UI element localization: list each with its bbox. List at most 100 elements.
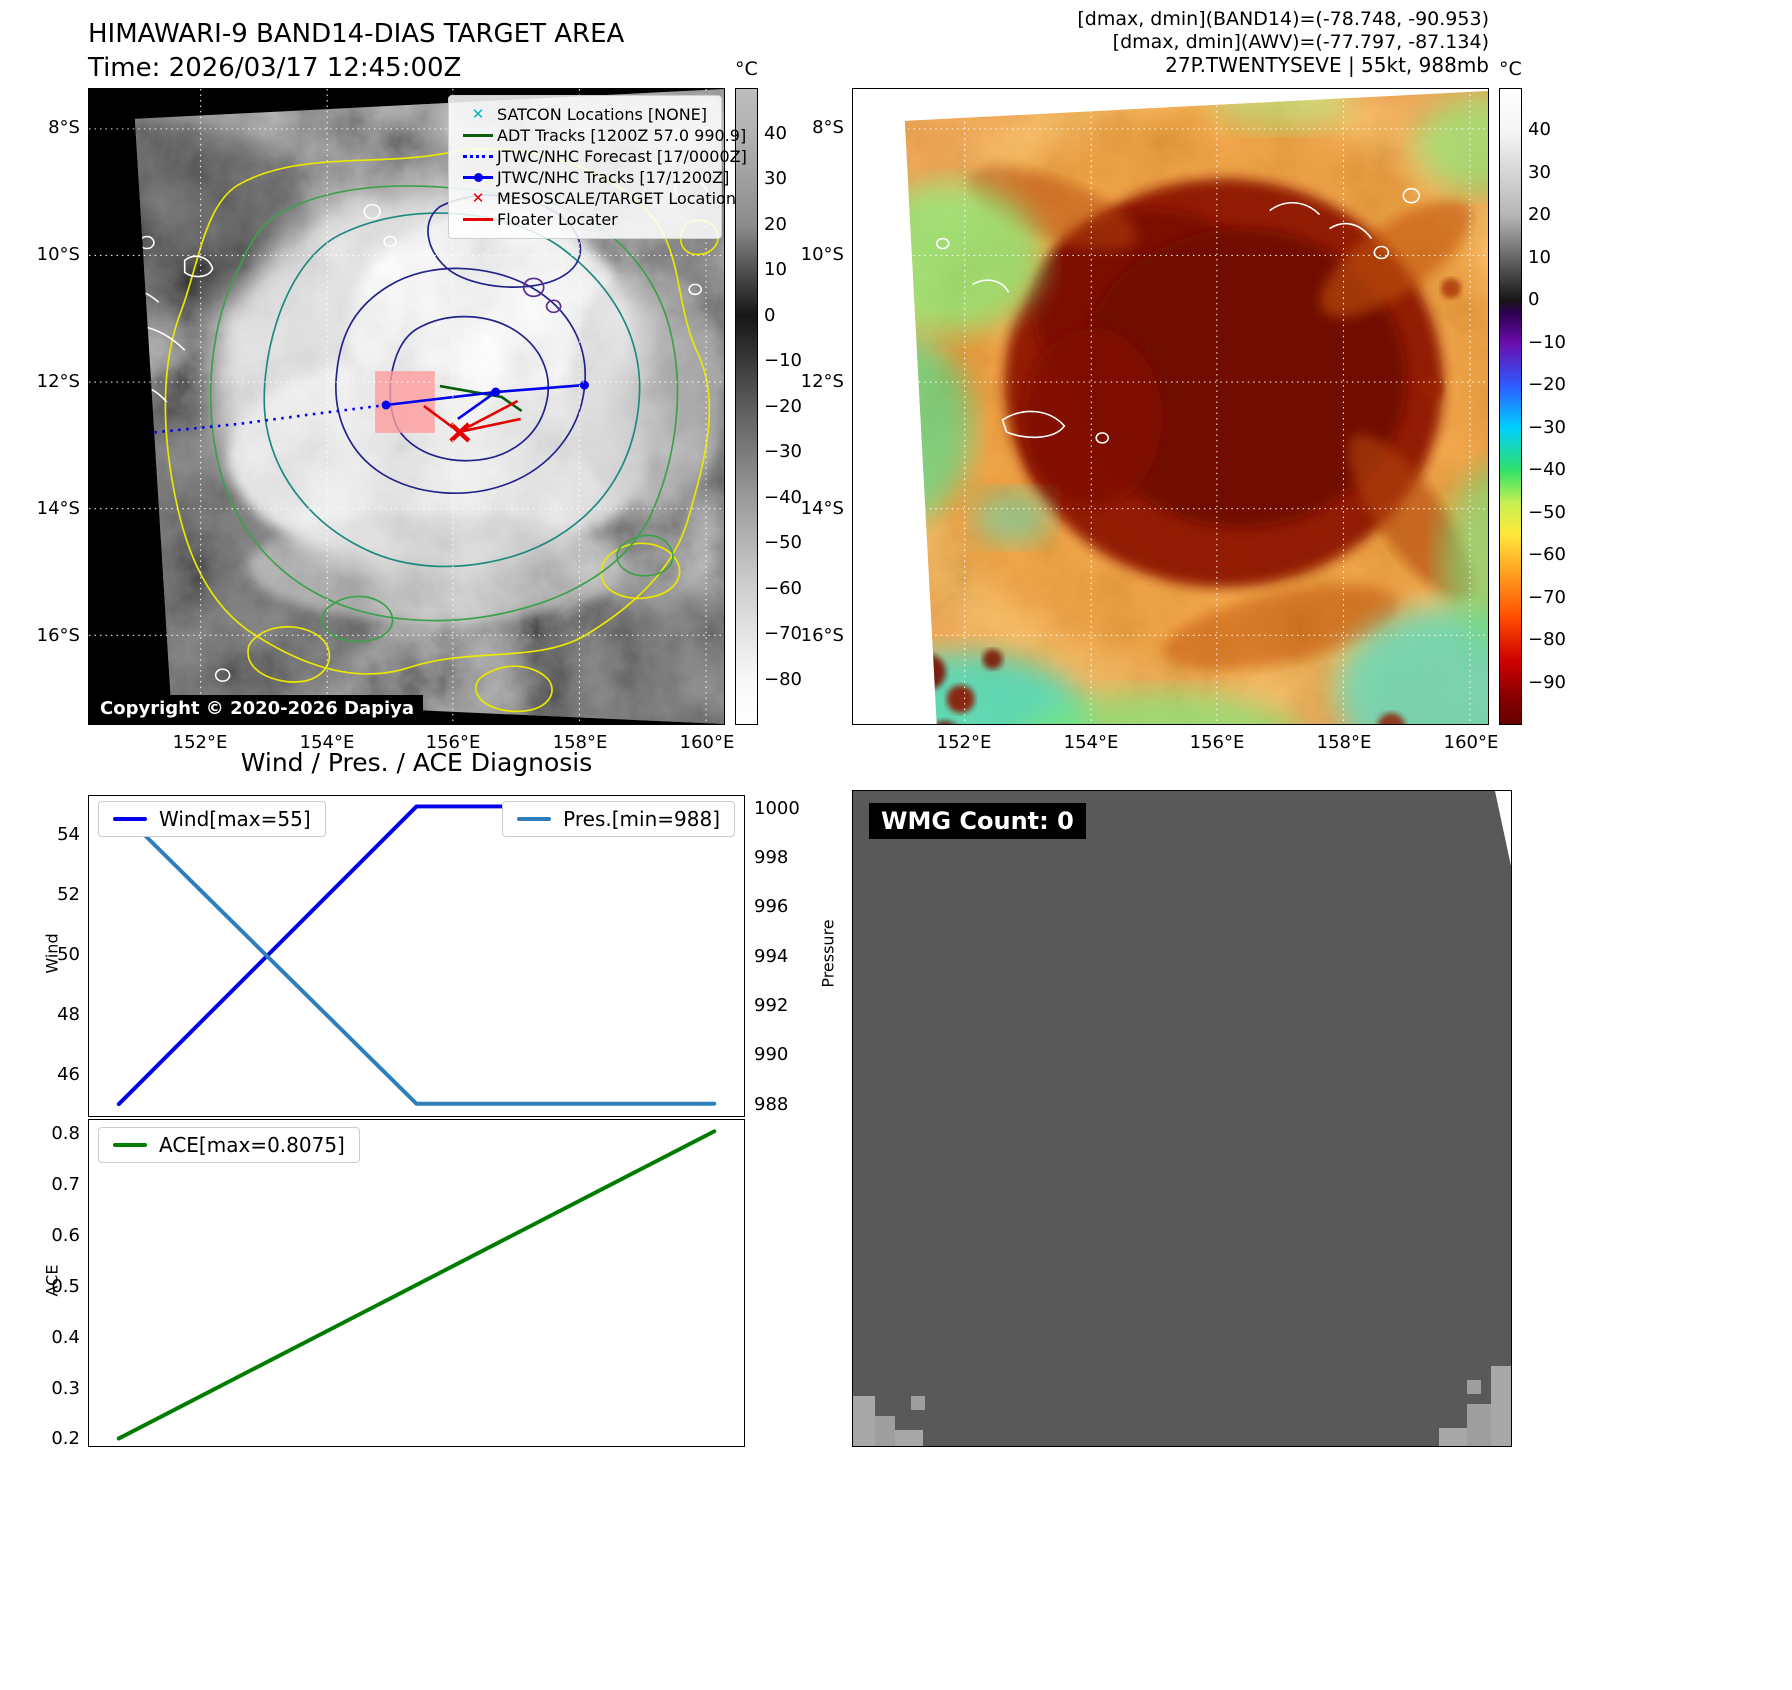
colorbar-tick: −60 [764, 577, 802, 599]
pressure-axis-label: Pressure [818, 919, 838, 988]
colorbar-tick: −30 [764, 441, 802, 462]
colorbar-tick: −70 [1528, 586, 1566, 608]
pixel-artifact [875, 1416, 895, 1446]
coastlines [936, 187, 1420, 444]
band14-colorbar-unit: °C [735, 58, 758, 80]
colorbar-tick: −40 [1528, 459, 1566, 481]
pixel-artifact [911, 1396, 925, 1410]
ace-axis-label: ACE [42, 1264, 62, 1297]
band14-map: ✕ SATCON Locations [NONE] ADT Tracks [1200… [88, 88, 747, 725]
chart-tick: 994 [754, 945, 789, 967]
colorbar-tick: −80 [764, 668, 802, 690]
chart-tick: 0.3 [51, 1377, 80, 1399]
wind-pressure-chart [88, 795, 745, 1117]
colorbar-tick: −20 [1528, 374, 1566, 396]
storm-id-intensity: 27P.TWENTYSEVE | 55kt, 988mb [1165, 53, 1489, 77]
ace-line-sample [113, 1143, 147, 1147]
pressure-legend-label: Pres.[min=988] [563, 807, 720, 831]
nodata-corner [1495, 791, 1511, 866]
map-lon-tick: 160°E [1443, 732, 1499, 753]
target-x-marker-icon [449, 422, 471, 443]
awv-satellite-image [853, 89, 1488, 724]
line-marker-icon [459, 134, 497, 137]
line-dot-marker-icon [459, 173, 497, 182]
band14-colorbar [735, 88, 758, 725]
colorbar-tick: −40 [764, 486, 802, 508]
pixel-artifact [853, 1396, 875, 1446]
colorbar-tick: 40 [764, 122, 787, 144]
track-point [579, 380, 589, 390]
wind-line-sample [113, 817, 147, 821]
colorbar-tick: 20 [1528, 204, 1551, 226]
map-lat-tick: 16°S [800, 625, 844, 646]
colorbar-tick: 0 [1528, 289, 1540, 311]
series-line [116, 1129, 717, 1441]
series-line [116, 804, 717, 1107]
colorbar-tick: −90 [1528, 671, 1566, 693]
colorbar-tick: 0 [764, 304, 776, 326]
dmax-dmin-awv: [dmax, dmin](AWV)=(-77.797, -87.134) [1112, 31, 1489, 53]
colorbar-tick: −50 [764, 532, 802, 553]
chart-tick: 988 [754, 1093, 789, 1115]
legend-item: Floater Locater [459, 209, 711, 230]
wmg-panel: WMG Count: 0 [852, 790, 1512, 1447]
legend-label: JTWC/NHC Tracks [17/1200Z] [497, 168, 730, 187]
legend-item: ✕ SATCON Locations [NONE] [459, 104, 711, 125]
colorbar-tick: −70 [764, 623, 802, 644]
legend-item: JTWC/NHC Forecast [17/0000Z] [459, 146, 747, 167]
colorbar-tick: −10 [1528, 331, 1566, 353]
chart-tick: 992 [754, 994, 789, 1016]
pixel-artifact [1467, 1404, 1491, 1446]
chart-tick: 54 [57, 824, 80, 846]
wind-axis-label: Wind [42, 933, 62, 974]
legend-label: ADT Tracks [1200Z 57.0 990.9] [497, 126, 747, 145]
colorbar-tick: 30 [1528, 161, 1551, 183]
band14-title: HIMAWARI-9 BAND14-DIAS TARGET AREA [88, 19, 625, 49]
track-point [491, 387, 501, 397]
legend-label: Floater Locater [497, 210, 618, 229]
x-marker-icon: ✕ [471, 105, 485, 123]
legend-label: MESOSCALE/TARGET Location [497, 189, 736, 208]
legend-item: JTWC/NHC Tracks [17/1200Z] [459, 167, 729, 188]
x-marker-icon: ✕ [471, 189, 485, 207]
line-marker-icon [459, 218, 497, 221]
band14-time: Time: 2026/03/17 12:45:00Z [88, 53, 462, 83]
wind-legend: Wind[max=55] [98, 801, 326, 837]
ace-legend: ACE[max=0.8075] [98, 1127, 360, 1163]
map-lon-tick: 152°E [936, 732, 992, 753]
map-lat-tick: 10°S [800, 244, 844, 265]
map-lat-tick: 14°S [36, 498, 80, 519]
colorbar-tick: −20 [764, 395, 802, 417]
track-point [381, 400, 391, 410]
band14-legend: ✕ SATCON Locations [NONE] ADT Tracks [1200… [448, 95, 747, 239]
awv-colorbar-unit: °C [1499, 58, 1522, 80]
map-lat-tick: 12°S [800, 371, 844, 392]
chart-tick: 998 [754, 846, 789, 868]
pixel-artifact [1491, 1366, 1511, 1446]
awv-header: [dmax, dmin](BAND14)=(-78.748, -90.953) … [1077, 8, 1489, 77]
map-lon-tick: 158°E [1316, 732, 1372, 753]
colorbar-tick: 10 [764, 259, 787, 280]
wmg-count-label: WMG Count: 0 [869, 803, 1086, 839]
legend-item: ADT Tracks [1200Z 57.0 990.9] [459, 125, 746, 146]
awv-colorbar [1499, 88, 1522, 725]
pressure-legend: Pres.[min=988] [502, 801, 735, 837]
colorbar-tick: −10 [764, 350, 802, 371]
legend-item: ✕ MESOSCALE/TARGET Location [459, 188, 736, 209]
pixel-artifact [1467, 1380, 1481, 1394]
map-lat-tick: 8°S [48, 117, 80, 138]
chart-tick: 0.2 [51, 1428, 80, 1450]
chart-tick: 990 [754, 1044, 789, 1066]
adt-track-line [439, 384, 523, 413]
map-lat-tick: 8°S [812, 117, 844, 138]
map-lat-tick: 12°S [36, 371, 80, 392]
colorbar-tick: 20 [764, 213, 787, 235]
chart-tick: 1000 [754, 797, 800, 819]
pressure-line-sample [517, 817, 552, 821]
colorbar-tick: −30 [1528, 416, 1566, 438]
series-line [116, 807, 717, 1106]
pixel-artifact [895, 1430, 923, 1446]
awv-map [852, 88, 1489, 725]
ace-legend-label: ACE[max=0.8075] [159, 1133, 345, 1157]
chart-tick: 46 [57, 1064, 80, 1086]
